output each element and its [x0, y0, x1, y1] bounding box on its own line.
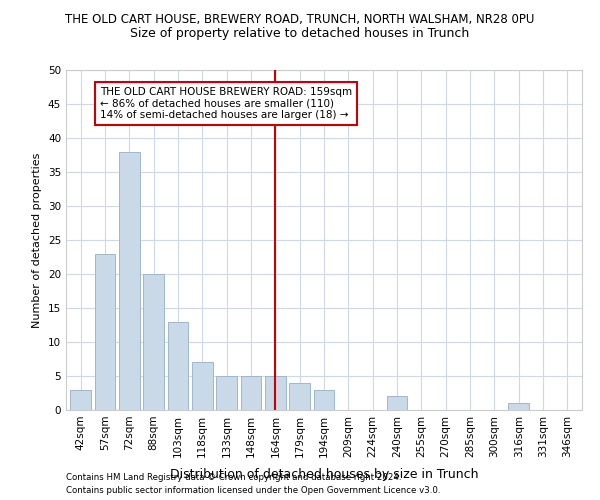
Bar	[265, 376, 286, 410]
Bar	[216, 376, 237, 410]
Bar	[386, 396, 407, 410]
Bar	[241, 376, 262, 410]
Text: Contains public sector information licensed under the Open Government Licence v3: Contains public sector information licen…	[66, 486, 440, 495]
Bar	[95, 254, 115, 410]
Text: THE OLD CART HOUSE BREWERY ROAD: 159sqm
← 86% of detached houses are smaller (11: THE OLD CART HOUSE BREWERY ROAD: 159sqm …	[100, 87, 352, 120]
Bar	[70, 390, 91, 410]
Text: Size of property relative to detached houses in Trunch: Size of property relative to detached ho…	[130, 28, 470, 40]
Bar	[314, 390, 334, 410]
Text: Contains HM Land Registry data © Crown copyright and database right 2024.: Contains HM Land Registry data © Crown c…	[66, 474, 401, 482]
Y-axis label: Number of detached properties: Number of detached properties	[32, 152, 43, 328]
Bar	[167, 322, 188, 410]
Text: THE OLD CART HOUSE, BREWERY ROAD, TRUNCH, NORTH WALSHAM, NR28 0PU: THE OLD CART HOUSE, BREWERY ROAD, TRUNCH…	[65, 12, 535, 26]
Bar	[192, 362, 212, 410]
Bar	[143, 274, 164, 410]
Bar	[289, 383, 310, 410]
Bar	[119, 152, 140, 410]
X-axis label: Distribution of detached houses by size in Trunch: Distribution of detached houses by size …	[170, 468, 478, 481]
Bar	[508, 403, 529, 410]
